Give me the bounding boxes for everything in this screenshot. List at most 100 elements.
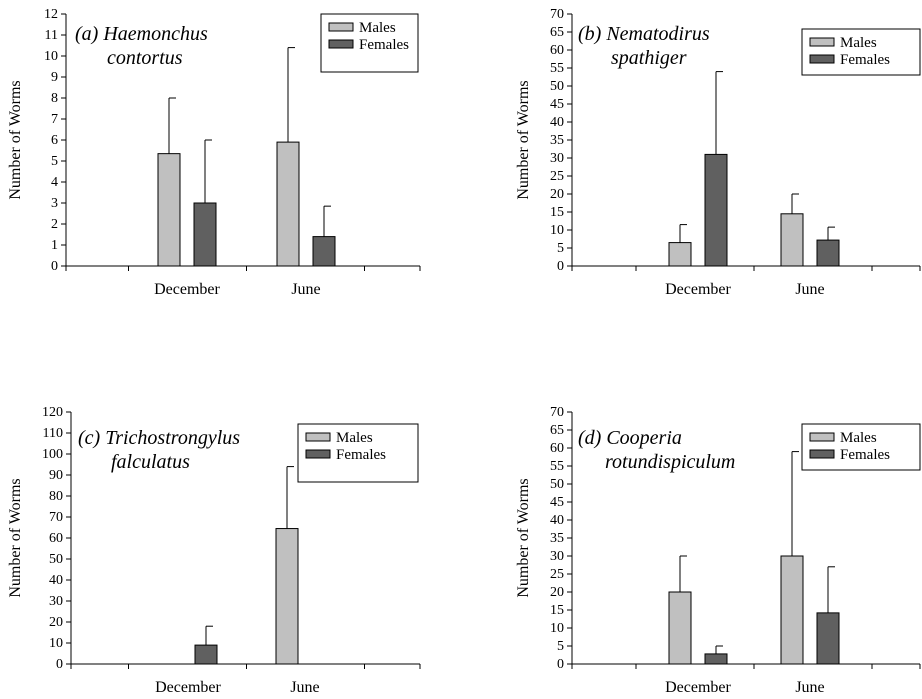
bar-males-june — [275, 528, 299, 665]
chart-title-line-1: (c) Trichostrongylus — [78, 427, 240, 449]
y-tick-label: 70 — [49, 510, 63, 525]
y-tick-label: 35 — [550, 133, 564, 148]
y-tick-label: 20 — [550, 585, 564, 600]
y-tick-label: 2 — [51, 217, 58, 232]
x-category-label: December — [665, 679, 731, 696]
y-tick-label: 0 — [56, 657, 63, 672]
y-tick-label: 55 — [550, 459, 564, 474]
y-tick-label: 7 — [51, 112, 58, 127]
y-tick-label: 40 — [550, 115, 564, 130]
y-axis-label: Number of Worms — [7, 80, 24, 199]
legend-box — [801, 423, 921, 471]
y-tick-label: 120 — [42, 405, 63, 420]
legend-label-females: Females — [840, 447, 890, 463]
bar-females-december — [704, 153, 728, 267]
y-tick-label: 65 — [550, 25, 564, 40]
bar-males-december — [668, 242, 692, 267]
y-tick-label: 25 — [550, 567, 564, 582]
chart-panel-c: 0 10 20 30 40 50 60 70 80 90 100 110 120 Number of Wo… — [7, 405, 421, 696]
bar-females-june — [312, 236, 336, 267]
y-tick-label: 30 — [550, 549, 564, 564]
y-tick-label: 70 — [550, 405, 564, 420]
y-tick-label: 5 — [557, 639, 564, 654]
bar-females-december — [194, 644, 218, 665]
y-tick-label: 50 — [550, 79, 564, 94]
x-category-label: December — [154, 281, 220, 298]
chart-title-line-2: contortus — [107, 47, 183, 69]
legend-box — [801, 28, 921, 76]
x-category-label: June — [795, 679, 824, 696]
y-tick-label: 10 — [44, 49, 58, 64]
y-tick-label: 10 — [550, 223, 564, 238]
y-axis-label: Number of Worms — [515, 80, 532, 199]
chart-title-line-1: (d) Cooperia — [578, 427, 682, 449]
y-tick-label: 30 — [550, 151, 564, 166]
y-tick-label: 5 — [557, 241, 564, 256]
chart-panel-d: 0 5 10 15 20 25 30 35 40 45 50 55 60 65 70 Number of Wo… — [515, 405, 921, 696]
y-tick-label: 9 — [51, 70, 58, 85]
y-tick-label: 20 — [550, 187, 564, 202]
y-tick-label: 0 — [557, 657, 564, 672]
y-axis-label: Number of Worms — [515, 478, 532, 597]
x-category-label: June — [795, 281, 824, 298]
legend-label-females: Females — [840, 52, 890, 68]
y-tick-label: 0 — [51, 259, 58, 274]
y-tick-label: 25 — [550, 169, 564, 184]
y-tick-label: 60 — [550, 441, 564, 456]
legend-swatch-females — [305, 449, 331, 459]
chart-panel-b: 0 5 10 15 20 25 30 35 40 45 50 55 60 65 70 Number of Wo… — [515, 7, 921, 298]
bar-males-december — [157, 153, 181, 267]
legend-label-males: Males — [840, 430, 877, 446]
legend-swatch-males — [305, 432, 331, 442]
legend-label-males: Males — [336, 430, 373, 446]
chart-title-line-1: (a) Haemonchus — [75, 23, 208, 45]
y-tick-label: 50 — [550, 477, 564, 492]
bar-males-june — [780, 213, 804, 267]
x-category-label: June — [290, 679, 319, 696]
y-tick-label: 6 — [51, 133, 58, 148]
legend-swatch-females — [328, 39, 354, 49]
y-tick-label: 5 — [51, 154, 58, 169]
y-tick-label: 3 — [51, 196, 58, 211]
y-tick-label: 55 — [550, 61, 564, 76]
y-tick-label: 1 — [51, 238, 58, 253]
y-tick-label: 80 — [49, 489, 63, 504]
x-category-label: December — [155, 679, 221, 696]
y-tick-label: 12 — [44, 7, 58, 22]
legend-swatch-males — [809, 37, 835, 47]
y-tick-label: 90 — [49, 468, 63, 483]
y-tick-label: 30 — [49, 594, 63, 609]
bar-females-december — [193, 202, 217, 267]
y-tick-label: 110 — [43, 426, 63, 441]
y-tick-label: 70 — [550, 7, 564, 22]
legend-label-females: Females — [336, 447, 386, 463]
x-category-label: December — [665, 281, 731, 298]
y-tick-label: 65 — [550, 423, 564, 438]
legend-label-females: Females — [359, 37, 409, 53]
y-tick-label: 60 — [550, 43, 564, 58]
y-tick-label: 40 — [49, 573, 63, 588]
legend-swatch-females — [809, 449, 835, 459]
y-tick-label: 35 — [550, 531, 564, 546]
legend-swatch-females — [809, 54, 835, 64]
legend-label-males: Males — [359, 20, 396, 36]
y-tick-label: 45 — [550, 495, 564, 510]
y-tick-label: 11 — [45, 28, 58, 43]
y-tick-label: 40 — [550, 513, 564, 528]
y-tick-label: 15 — [550, 205, 564, 220]
y-tick-label: 10 — [550, 621, 564, 636]
y-tick-label: 0 — [557, 259, 564, 274]
y-tick-label: 45 — [550, 97, 564, 112]
legend-swatch-males — [809, 432, 835, 442]
y-tick-label: 10 — [49, 636, 63, 651]
y-tick-label: 100 — [42, 447, 63, 462]
chart-title-line-2: spathiger — [611, 47, 687, 69]
bar-males-june — [276, 141, 300, 267]
x-category-label: June — [291, 281, 320, 298]
chart-title-line-2: rotundispiculum — [605, 451, 735, 473]
legend-label-males: Males — [840, 35, 877, 51]
